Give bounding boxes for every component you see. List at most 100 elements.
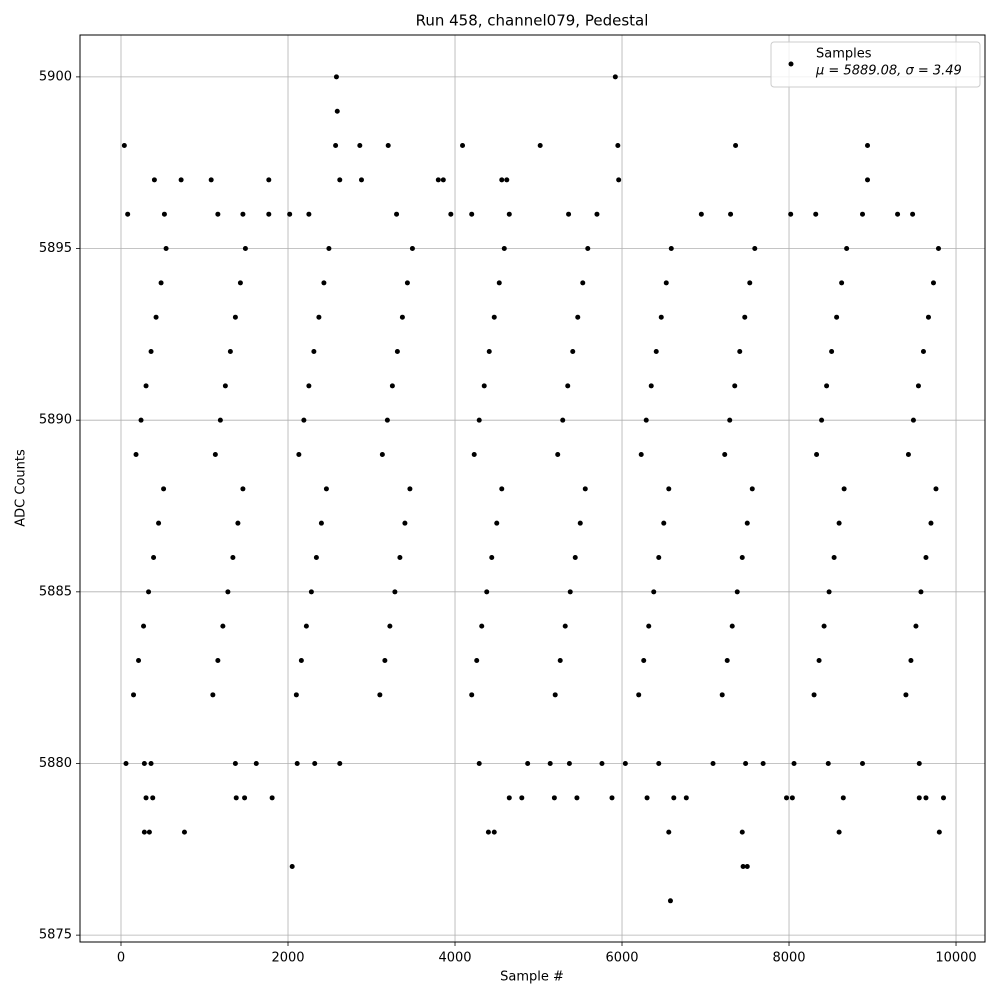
point (643, 417, 649, 423)
point (580, 280, 586, 286)
y-tick-label: 5875 (39, 928, 72, 943)
point (323, 486, 329, 492)
point (469, 211, 475, 217)
point (312, 760, 318, 766)
point (357, 143, 363, 149)
point (494, 520, 500, 526)
point (663, 280, 669, 286)
point (918, 589, 924, 595)
point (301, 417, 307, 423)
point (225, 589, 231, 595)
point (641, 657, 647, 663)
point (138, 417, 144, 423)
point (666, 829, 672, 835)
y-tick-label: 5885 (39, 584, 72, 599)
point (739, 829, 745, 835)
point (151, 177, 157, 183)
point (496, 280, 502, 286)
point (313, 555, 319, 561)
point (791, 760, 797, 766)
point (935, 246, 941, 252)
point (910, 417, 916, 423)
point (826, 589, 832, 595)
point (148, 760, 154, 766)
point (143, 383, 149, 389)
point (296, 452, 302, 458)
point (125, 211, 131, 217)
point (908, 657, 914, 663)
point (824, 383, 830, 389)
point (146, 589, 152, 595)
point (506, 795, 512, 801)
point (570, 349, 576, 355)
point (491, 314, 497, 320)
point (819, 417, 825, 423)
point (448, 211, 454, 217)
point (156, 520, 162, 526)
point (303, 623, 309, 629)
point (930, 280, 936, 286)
point (501, 246, 507, 252)
point (337, 177, 343, 183)
point (240, 211, 246, 217)
point (222, 383, 228, 389)
point (599, 760, 605, 766)
point (232, 314, 238, 320)
point (821, 623, 827, 629)
point (760, 760, 766, 766)
point (710, 760, 716, 766)
point (567, 589, 573, 595)
legend: Samples μ = 5889.08, σ = 3.49 (770, 41, 981, 88)
point (920, 349, 926, 355)
point (151, 555, 157, 561)
point (158, 280, 164, 286)
point (306, 383, 312, 389)
point (242, 246, 248, 252)
point (306, 211, 312, 217)
point (609, 795, 615, 801)
point (215, 657, 221, 663)
point (233, 795, 239, 801)
point (739, 555, 745, 561)
point (525, 760, 531, 766)
point (836, 829, 842, 835)
point (148, 349, 154, 355)
point (565, 383, 571, 389)
point (744, 520, 750, 526)
point (131, 692, 137, 698)
point (499, 177, 505, 183)
point (208, 177, 214, 183)
point (237, 280, 243, 286)
point (377, 692, 383, 698)
point (555, 452, 561, 458)
point (557, 657, 563, 663)
point (141, 760, 147, 766)
point (594, 211, 600, 217)
point (648, 383, 654, 389)
legend-annotation: μ = 5889.08, σ = 3.49 (815, 64, 962, 79)
point (724, 657, 730, 663)
point (661, 520, 667, 526)
point (266, 211, 272, 217)
x-tick-label: 0 (117, 951, 125, 966)
point (178, 177, 184, 183)
point (358, 177, 364, 183)
legend-label: Samples (816, 47, 872, 62)
point (811, 692, 817, 698)
point (212, 452, 218, 458)
point (435, 177, 441, 183)
point (404, 280, 410, 286)
point (481, 383, 487, 389)
point (744, 863, 750, 869)
point (666, 486, 672, 492)
grid (80, 35, 985, 942)
point (923, 555, 929, 561)
point (385, 143, 391, 149)
point (651, 589, 657, 595)
point (612, 74, 618, 80)
point (382, 657, 388, 663)
point (136, 657, 142, 663)
point (749, 486, 755, 492)
point (839, 280, 845, 286)
